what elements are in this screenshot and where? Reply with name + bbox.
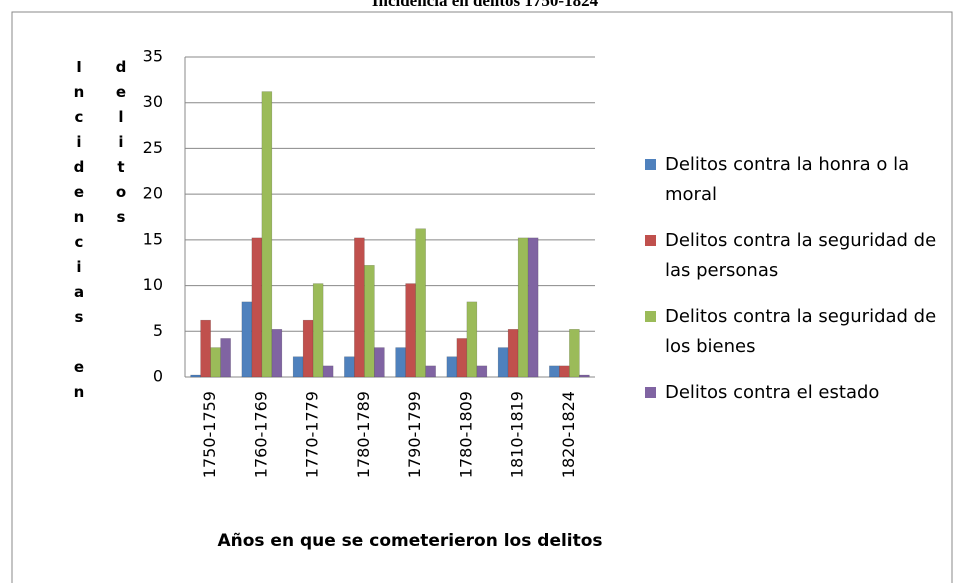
bar bbox=[569, 329, 580, 378]
bar bbox=[497, 347, 509, 378]
bar bbox=[559, 365, 570, 378]
x-tick-label: 1750-1759 bbox=[200, 391, 219, 478]
x-axis-title: Años en que se cometerieron los delitos bbox=[217, 531, 602, 551]
y-tick-label: 30 bbox=[143, 92, 163, 111]
legend-item: Delitos contra la honra o la moral bbox=[645, 150, 955, 210]
bar bbox=[251, 237, 263, 378]
chart-title: Incidencia en delitos 1750-1824 bbox=[372, 0, 599, 10]
legend-swatch bbox=[645, 235, 656, 246]
bar bbox=[344, 356, 355, 378]
bar bbox=[549, 365, 560, 378]
y-tick-label: 5 bbox=[153, 321, 163, 340]
bar bbox=[210, 347, 221, 378]
legend-label: Delitos contra el estado bbox=[665, 382, 880, 403]
y-axis-title: Incidencias en delitos bbox=[70, 58, 130, 408]
x-tick-label: 1780-1789 bbox=[354, 391, 373, 478]
bar bbox=[517, 237, 529, 378]
bar bbox=[220, 338, 231, 378]
bar bbox=[261, 91, 273, 378]
bar bbox=[476, 365, 488, 378]
chart-frame bbox=[11, 11, 953, 583]
bar bbox=[395, 347, 406, 378]
y-tick-label: 25 bbox=[143, 138, 163, 157]
bar bbox=[302, 319, 314, 378]
bar bbox=[200, 319, 211, 378]
bar bbox=[374, 347, 385, 378]
bar bbox=[527, 237, 539, 378]
legend-swatch bbox=[645, 311, 656, 322]
legend-swatch bbox=[645, 159, 656, 170]
bar bbox=[322, 365, 334, 378]
x-tick-label: 1810-1819 bbox=[508, 391, 527, 478]
bar bbox=[354, 237, 365, 378]
bar bbox=[405, 283, 416, 378]
bar bbox=[190, 374, 201, 378]
x-tick-label: 1790-1799 bbox=[405, 391, 424, 478]
legend-label: Delitos contra la seguridad de los biene… bbox=[665, 306, 937, 357]
bar bbox=[425, 365, 436, 378]
bar bbox=[415, 228, 426, 378]
legend-swatch bbox=[645, 387, 656, 398]
bar bbox=[456, 338, 468, 378]
y-tick-label: 10 bbox=[143, 275, 163, 294]
bar bbox=[579, 374, 590, 378]
legend-item: Delitos contra el estado bbox=[645, 378, 955, 408]
bar bbox=[364, 265, 375, 378]
y-tick-label: 20 bbox=[143, 184, 163, 203]
bar bbox=[241, 301, 253, 378]
legend-label: Delitos contra la honra o la moral bbox=[665, 154, 910, 205]
legend-item: Delitos contra la seguridad de los biene… bbox=[645, 302, 955, 362]
bar bbox=[507, 329, 519, 378]
bar bbox=[466, 301, 478, 378]
bar bbox=[271, 329, 283, 378]
y-tick-label: 35 bbox=[143, 47, 163, 66]
x-tick-label: 1760-1769 bbox=[251, 391, 270, 478]
legend: Delitos contra la honra o la moral Delito… bbox=[645, 150, 955, 424]
x-tick-label: 1820-1824 bbox=[559, 391, 578, 478]
x-tick-label: 1770-1779 bbox=[303, 391, 322, 478]
x-tick-label: 1780-1809 bbox=[456, 391, 475, 478]
legend-item: Delitos contra la seguridad de las perso… bbox=[645, 226, 955, 286]
legend-label: Delitos contra la seguridad de las perso… bbox=[665, 230, 937, 281]
y-tick-label: 15 bbox=[143, 229, 163, 248]
bar bbox=[292, 356, 304, 378]
bar bbox=[446, 356, 458, 378]
y-tick-label: 0 bbox=[153, 367, 163, 386]
bar bbox=[312, 283, 324, 378]
